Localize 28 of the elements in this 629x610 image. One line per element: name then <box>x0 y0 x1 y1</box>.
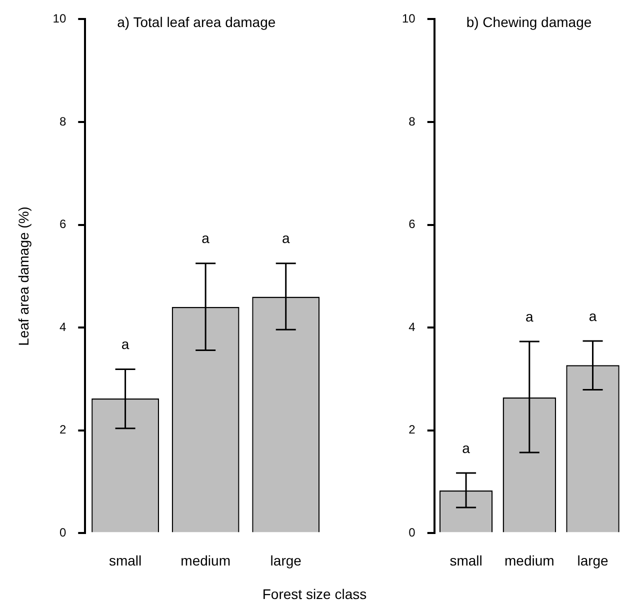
annotation: a <box>121 336 130 352</box>
y-tick-label: 8 <box>59 114 66 128</box>
x-axis-title: Forest size class <box>261 586 368 602</box>
y-tick-label: 0 <box>59 526 66 540</box>
annotation: a <box>462 440 470 456</box>
x-tick-label: small <box>450 552 482 568</box>
x-tick-label: large <box>577 552 609 568</box>
x-tick-label: small <box>108 552 142 568</box>
chart-title: b) Chewing damage <box>466 14 592 30</box>
y-tick-label: 2 <box>408 422 416 437</box>
y-tick-label: 8 <box>408 114 416 128</box>
y-tick-label: 10 <box>402 12 416 26</box>
x-tick-label: large <box>270 552 302 568</box>
y-axis-title: Leaf area damage (%) <box>15 206 32 346</box>
annotation: a <box>202 230 210 246</box>
chart-title: a) Total leaf area damage <box>117 14 276 30</box>
annotation: a <box>588 308 597 324</box>
x-tick-label: medium <box>180 552 230 568</box>
x-tick-label: medium <box>504 552 554 568</box>
annotation: a <box>526 308 534 324</box>
y-tick-label: 0 <box>408 526 416 540</box>
y-tick-label: 10 <box>52 12 66 26</box>
y-tick-label: 6 <box>408 217 416 232</box>
y-tick-label: 6 <box>59 217 66 232</box>
y-tick-label: 4 <box>59 320 66 334</box>
y-tick-label: 4 <box>408 320 416 334</box>
y-tick-label: 2 <box>59 422 66 437</box>
annotation: a <box>282 230 290 246</box>
